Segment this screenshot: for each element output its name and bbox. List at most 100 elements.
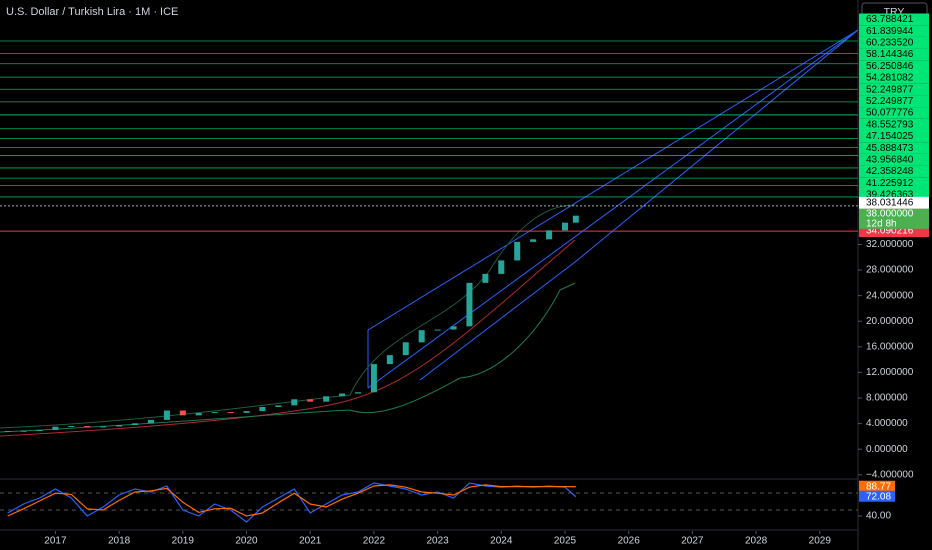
level-label-box [859,48,929,61]
y-tick-label: 28.000000 [866,265,914,276]
rsi-tick-label: 40.00 [866,511,891,522]
candle [291,399,298,406]
lower-band [0,282,576,433]
candle [402,342,409,356]
level-label-box [859,83,929,96]
x-tick-label: 2017 [44,536,67,547]
x-tick-label: 2021 [299,536,322,547]
level-label-box [859,36,929,49]
candle [418,330,425,343]
target-price-label: 38.000000 [866,208,914,219]
candle [354,392,361,394]
x-tick-label: 2022 [363,536,386,547]
candle [546,230,553,240]
candle [68,425,75,427]
candle [195,413,202,416]
candle [36,430,43,432]
candle [386,355,393,365]
candle [498,260,505,274]
y-tick-label: −4.000000 [866,469,914,480]
x-tick-label: 2020 [235,536,258,547]
channel-line [367,29,859,331]
rsi-line [7,482,577,523]
y-tick-label: 8.000000 [866,393,908,404]
level-label-box [859,130,929,143]
candle [307,399,314,402]
last-price-label: 38.031446 [866,197,914,208]
level-label-box [859,95,929,108]
candle [450,326,457,330]
target-price-box [859,208,929,229]
candle [211,412,218,414]
candle [259,406,266,412]
level-label: 41.225912 [866,178,914,189]
candle [339,393,346,397]
channel-line [419,29,859,381]
candle [434,329,441,331]
last-price-box [859,196,929,209]
y-tick-label: 16.000000 [866,341,914,352]
level-label-box [859,25,929,37]
level-label-box [859,13,929,26]
y-tick-label: 32.000000 [866,239,914,250]
level-label-box [859,153,929,166]
candle [179,410,186,416]
candle [323,396,330,402]
support-label: 34.090216 [866,226,914,237]
countdown-label: 12d 8h [866,218,897,229]
level-label: 56.250846 [866,61,914,72]
level-label: 60.233520 [866,38,914,49]
level-label-box [859,189,929,201]
level-label-box [859,60,929,72]
channel-line [367,29,859,389]
x-tick-label: 2026 [618,536,641,547]
rsi-value-box [859,480,895,492]
candle [84,425,91,427]
level-label: 48.552793 [866,119,914,130]
candle [20,430,27,432]
level-label: 63.788421 [866,14,914,25]
level-label-box [859,142,929,154]
candle [370,364,377,393]
candle [52,426,59,431]
level-label: 50.077776 [866,108,914,119]
y-tick-label: 24.000000 [866,290,914,301]
candle [132,423,139,426]
rsi-value-label: 88.77 [866,481,891,492]
moving-average [0,239,576,437]
level-label: 61.839944 [866,26,914,37]
x-tick-label: 2025 [554,536,577,547]
candle [243,411,250,413]
y-tick-label: 12.000000 [866,367,914,378]
x-tick-label: 2023 [426,536,449,547]
level-label: 58.144346 [866,49,914,60]
rsi-value-label: 72.08 [866,491,891,502]
candle [561,222,568,231]
y-tick-label: 20.000000 [866,316,914,327]
level-label: 43.956840 [866,155,914,166]
x-tick-label: 2024 [490,536,513,547]
upper-band [0,204,576,429]
candle [275,405,282,407]
level-label-box [859,72,929,84]
y-tick-label: 0.000000 [866,444,908,455]
candle [482,273,489,283]
candle [147,419,154,424]
x-tick-label: 2029 [809,536,832,547]
level-label: 45.888473 [866,143,914,154]
chart-title: U.S. Dollar / Turkish Lira · 1M · ICE [6,6,178,18]
level-label: 42.358248 [866,166,914,177]
candle [163,410,170,420]
rsi-line [7,484,576,517]
level-label-box [859,165,929,178]
level-label-box [859,177,929,189]
candle [227,412,234,414]
candle [514,241,521,261]
level-label: 52.249877 [866,96,914,107]
candle [530,239,537,242]
candle [116,425,123,427]
candle [100,426,107,428]
candle [466,282,473,327]
